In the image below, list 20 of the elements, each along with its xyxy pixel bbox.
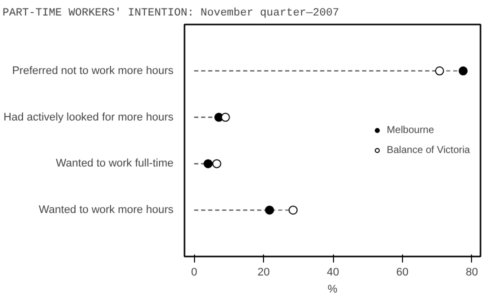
x-tick-label: 40	[326, 266, 340, 278]
y-tick-label: Wanted to work full-time	[56, 158, 174, 170]
x-tick-label: 60	[396, 266, 409, 278]
point	[435, 66, 444, 76]
x-tick-label: 80	[466, 266, 478, 278]
chart-title: PART-TIME WORKERS' INTENTION: November quarter—2007	[2, 8, 340, 20]
legend-label: Balance of Victoria	[386, 144, 470, 156]
point	[220, 112, 230, 122]
x-tick-label: 0	[191, 266, 198, 278]
x-axis-title: %	[328, 284, 338, 296]
point	[458, 66, 468, 76]
legend-label: Melbourne	[386, 124, 434, 136]
y-tick-label: Preferred not to work more hours	[12, 64, 174, 77]
point	[204, 159, 213, 168]
point	[288, 206, 298, 215]
y-tick-label: Wanted to work more hours	[38, 204, 174, 216]
y-tick-label: Had actively looked for more hours	[4, 111, 174, 124]
point	[212, 159, 222, 168]
point	[265, 206, 274, 215]
x-tick-label: 20	[258, 266, 270, 278]
